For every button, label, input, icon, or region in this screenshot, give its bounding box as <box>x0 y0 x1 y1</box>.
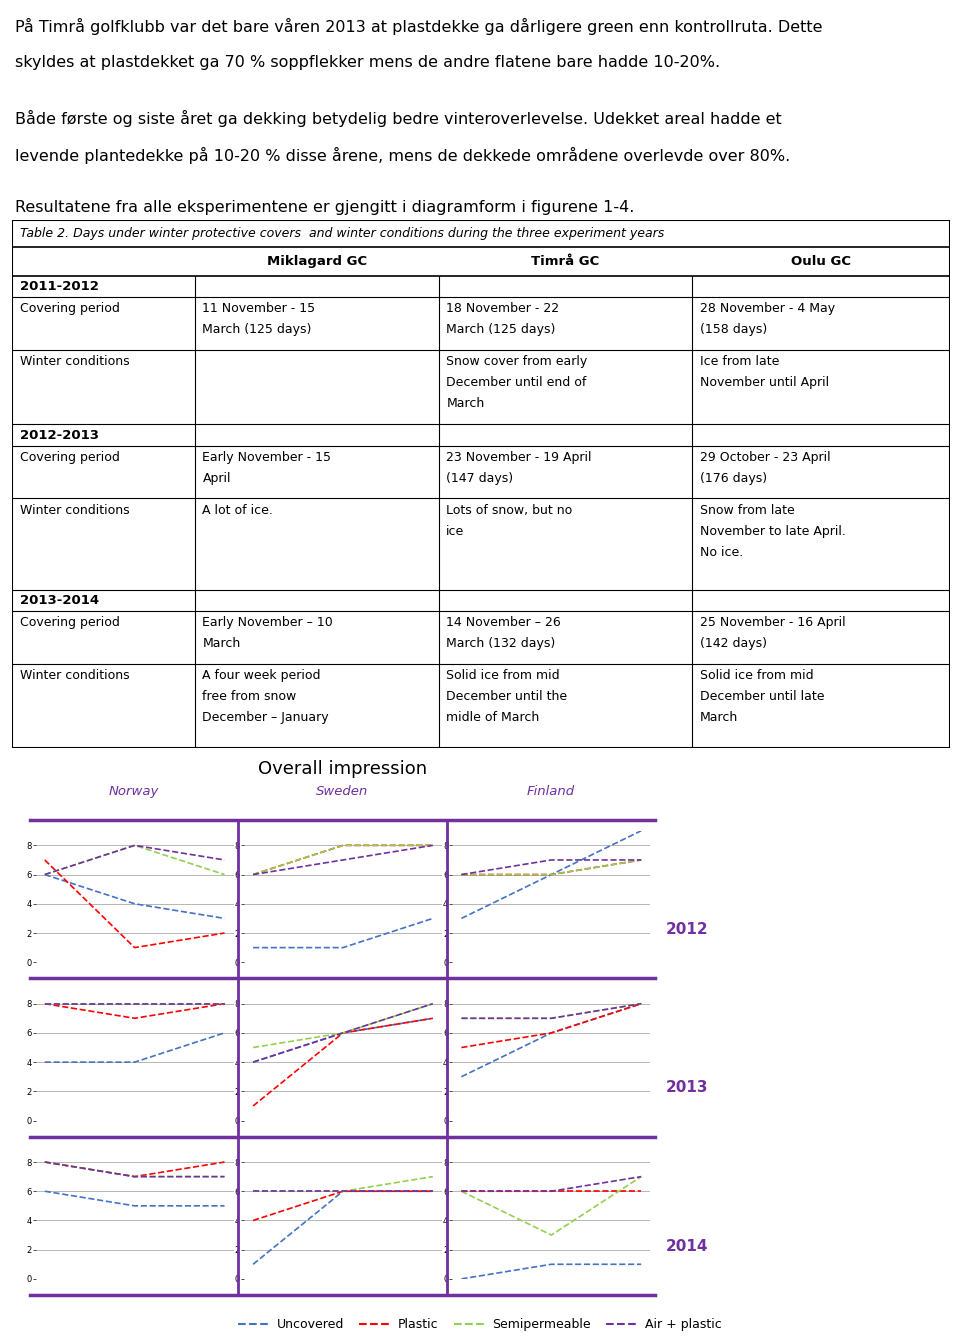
Text: 2013: 2013 <box>666 1080 708 1095</box>
Text: levende plantedekke på 10-20 % disse årene, mens de dekkede områdene overlevde o: levende plantedekke på 10-20 % disse åre… <box>15 148 790 164</box>
Text: 2011-2012: 2011-2012 <box>19 279 98 293</box>
Text: 2014: 2014 <box>666 1239 708 1253</box>
Text: Early November - 15
April: Early November - 15 April <box>203 451 331 484</box>
Text: Winter conditions: Winter conditions <box>19 503 130 517</box>
Text: Covering period: Covering period <box>19 451 119 464</box>
Text: 25 November - 16 April
(142 days): 25 November - 16 April (142 days) <box>700 616 845 650</box>
Text: skyldes at plastdekket ga 70 % soppflekker mens de andre flatene bare hadde 10-2: skyldes at plastdekket ga 70 % soppflekk… <box>15 55 720 70</box>
Legend: Uncovered, Plastic, Semipermeable, Air + plastic: Uncovered, Plastic, Semipermeable, Air +… <box>233 1314 727 1337</box>
Text: Resultatene fra alle eksperimentene er gjengitt i diagramform i figurene 1-4.: Resultatene fra alle eksperimentene er g… <box>15 200 635 215</box>
Text: 2012-2013: 2012-2013 <box>19 428 99 442</box>
Text: Table 2. Days under winter protective covers  and winter conditions during the t: Table 2. Days under winter protective co… <box>19 227 663 240</box>
Text: Timrå GC: Timrå GC <box>531 255 600 268</box>
Text: 2012: 2012 <box>666 922 708 937</box>
Text: Snow from late
November to late April.
No ice.: Snow from late November to late April. N… <box>700 503 846 558</box>
Text: 29 October - 23 April
(176 days): 29 October - 23 April (176 days) <box>700 451 830 484</box>
Text: Winter conditions: Winter conditions <box>19 668 130 682</box>
Text: Solid ice from mid
December until late
March: Solid ice from mid December until late M… <box>700 668 824 723</box>
Text: På Timrå golfklubb var det bare våren 2013 at plastdekke ga dårligere green enn : På Timrå golfklubb var det bare våren 20… <box>15 17 823 35</box>
Text: A lot of ice.: A lot of ice. <box>203 503 274 517</box>
Text: Både første og siste året ga dekking betydelig bedre vinteroverlevelse. Udekket : Både første og siste året ga dekking bet… <box>15 110 781 127</box>
Text: Overall impression: Overall impression <box>258 760 427 778</box>
Text: Finland: Finland <box>527 785 575 798</box>
Text: Covering period: Covering period <box>19 616 119 629</box>
Text: Solid ice from mid
December until the
midle of March: Solid ice from mid December until the mi… <box>446 668 567 723</box>
Text: Snow cover from early
December until end of
March: Snow cover from early December until end… <box>446 354 588 409</box>
Text: Oulu GC: Oulu GC <box>791 255 851 268</box>
Text: Ice from late
November until April: Ice from late November until April <box>700 354 828 389</box>
Text: 18 November - 22
March (125 days): 18 November - 22 March (125 days) <box>446 302 560 336</box>
Text: 23 November - 19 April
(147 days): 23 November - 19 April (147 days) <box>446 451 591 484</box>
Text: Early November – 10
March: Early November – 10 March <box>203 616 333 650</box>
Text: Winter conditions: Winter conditions <box>19 354 130 368</box>
Text: Norway: Norway <box>109 785 159 798</box>
Text: Sweden: Sweden <box>317 785 369 798</box>
Text: Miklagard GC: Miklagard GC <box>267 255 367 268</box>
Text: Covering period: Covering period <box>19 302 119 315</box>
Text: A four week period
free from snow
December – January: A four week period free from snow Decemb… <box>203 668 329 723</box>
Text: 11 November - 15
March (125 days): 11 November - 15 March (125 days) <box>203 302 316 336</box>
Text: Lots of snow, but no
ice: Lots of snow, but no ice <box>446 503 572 538</box>
Text: 28 November - 4 May
(158 days): 28 November - 4 May (158 days) <box>700 302 834 336</box>
Text: 2013-2014: 2013-2014 <box>19 593 99 607</box>
Text: 14 November – 26
March (132 days): 14 November – 26 March (132 days) <box>446 616 561 650</box>
